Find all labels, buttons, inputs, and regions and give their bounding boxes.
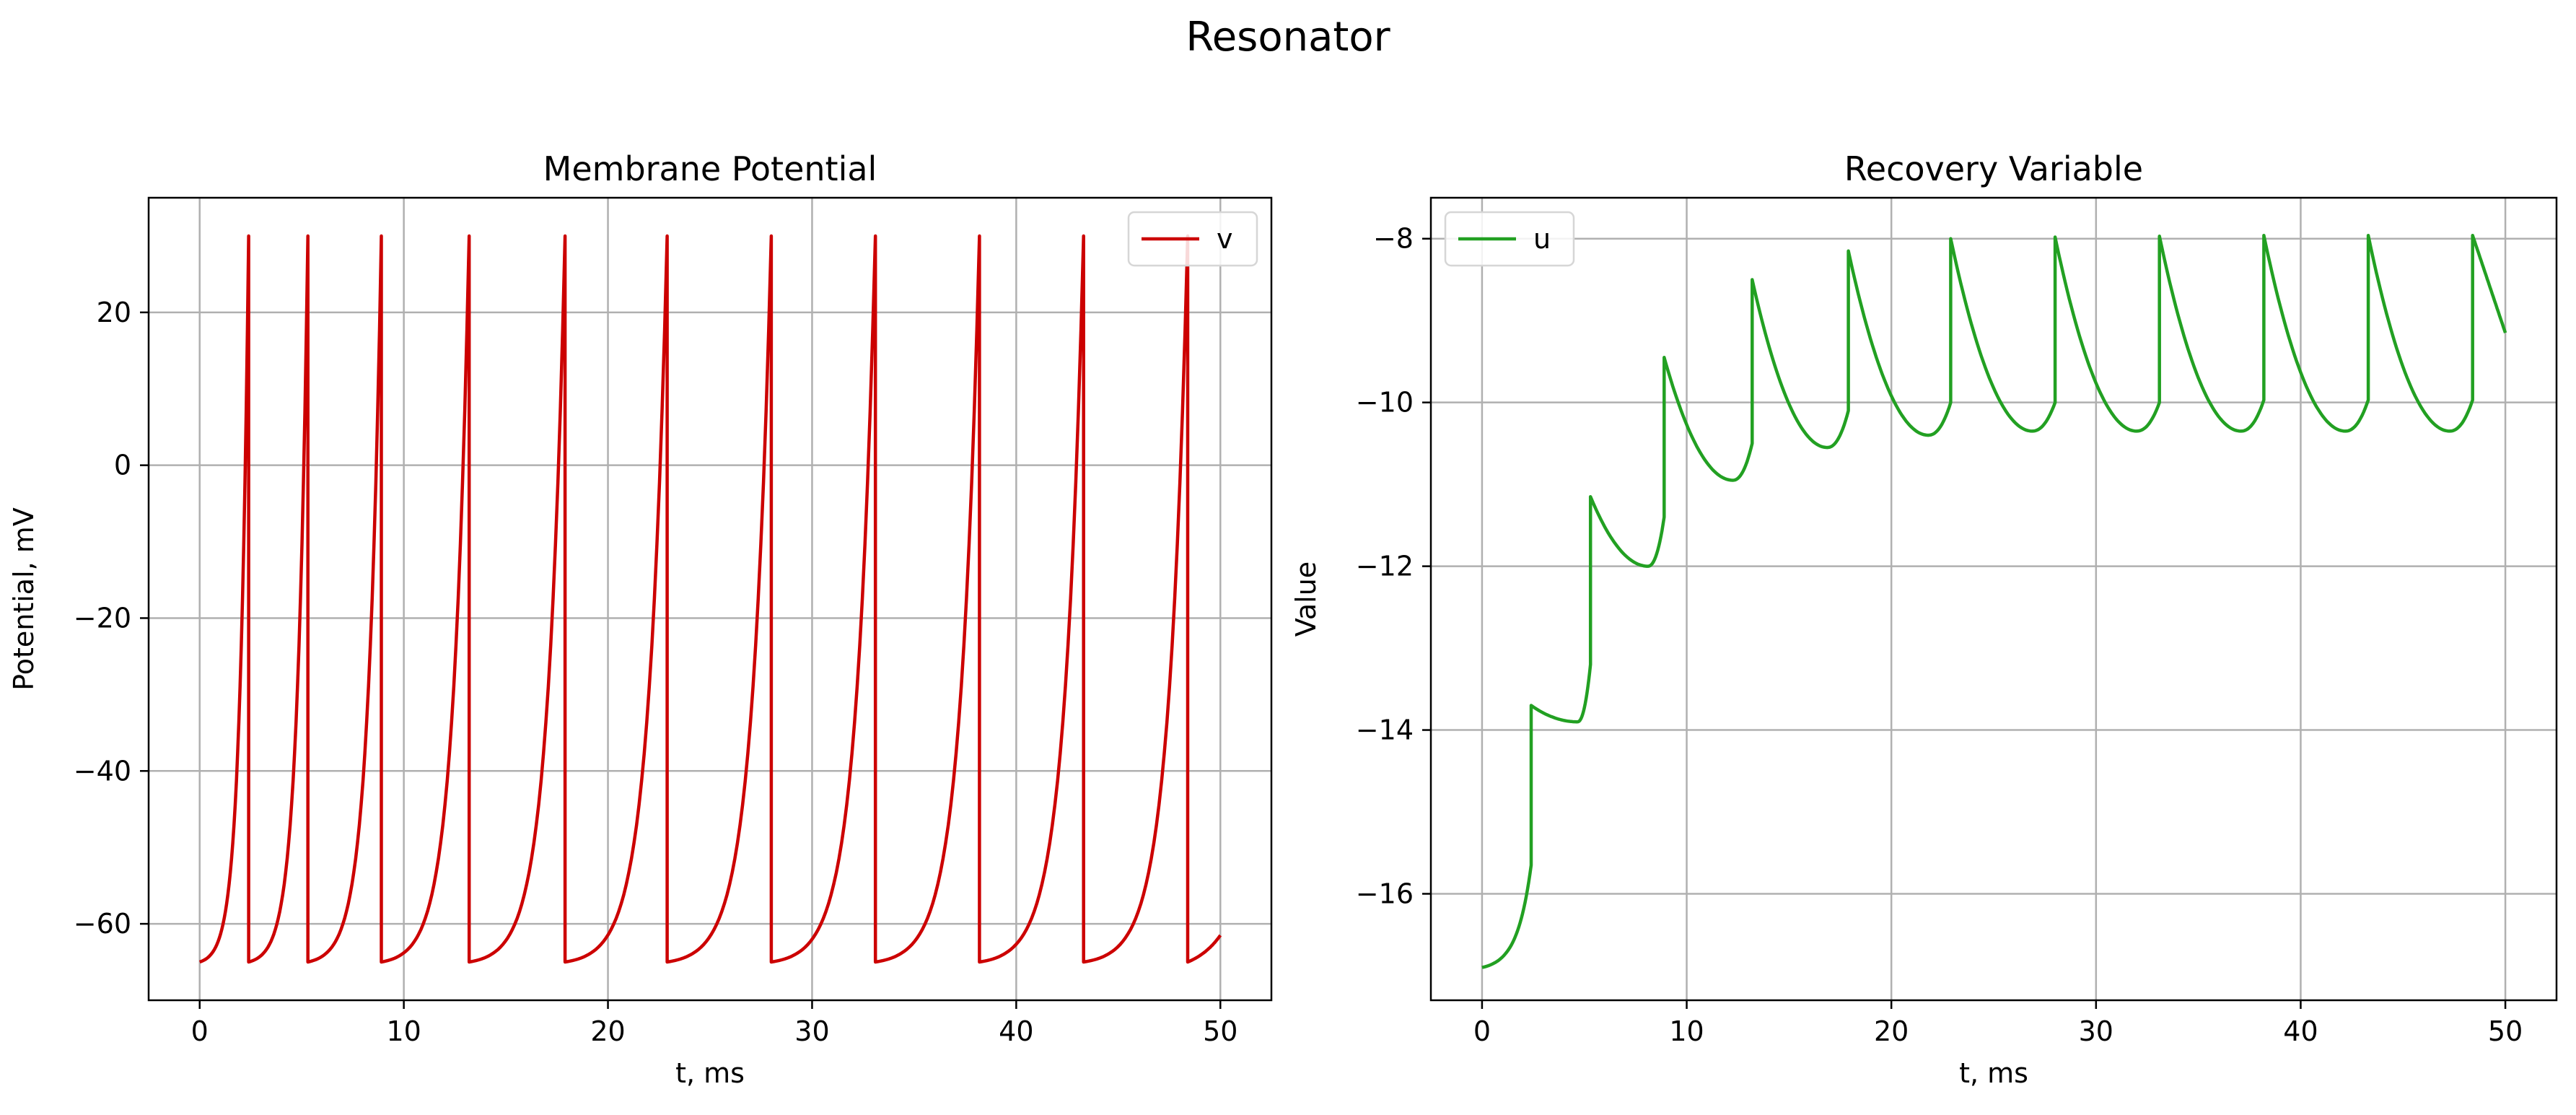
chart-title: Membrane Potential [543, 149, 877, 188]
y-axis-label: Value [1290, 561, 1322, 637]
figure-suptitle: Resonator [1186, 14, 1390, 61]
chart-title: Recovery Variable [1844, 149, 2143, 188]
x-tick-label: 20 [590, 1015, 625, 1047]
legend: v [1127, 211, 1258, 267]
x-tick-label: 30 [2079, 1015, 2113, 1047]
x-tick-label: 50 [2488, 1015, 2523, 1047]
series-line-u [1481, 233, 2507, 969]
x-tick-label: 10 [386, 1015, 421, 1047]
legend-label: u [1533, 223, 1551, 255]
x-tick-label: 30 [794, 1015, 829, 1047]
x-tick-label: 40 [2283, 1015, 2318, 1047]
legend-label: v [1217, 223, 1233, 255]
y-tick-label: −12 [1356, 551, 1414, 582]
y-axis-label: Potential, mV [8, 507, 40, 691]
x-axis-label: t, ms [675, 1057, 745, 1089]
y-tick-label: −60 [74, 908, 131, 940]
legend: u [1444, 211, 1575, 267]
y-tick-label: −16 [1356, 878, 1414, 909]
x-tick-label: 0 [1473, 1015, 1491, 1047]
y-tick-label: −10 [1356, 387, 1414, 419]
y-tick-label: −40 [74, 755, 131, 787]
membrane-potential-panel: 0 10 20 30 40 50 −60 −40 −20 0 20 Membrane Potentia… [8, 149, 1273, 1089]
y-tick-label: −14 [1356, 714, 1414, 746]
x-tick-label: 20 [1874, 1015, 1909, 1047]
y-tick-label: 20 [97, 297, 131, 328]
y-tick-label: 0 [114, 450, 131, 481]
recovery-variable-panel: 0 10 20 30 40 50 −16 −14 −12 −10 −8 Recovery Variab… [1290, 149, 2558, 1089]
x-tick-label: 40 [999, 1015, 1033, 1047]
x-tick-label: 50 [1203, 1015, 1237, 1047]
axes-frame [1429, 196, 2558, 1002]
y-tick-label: −20 [74, 602, 131, 634]
y-tick-label: −8 [1373, 223, 1414, 255]
x-axis-label: t, ms [1959, 1057, 2028, 1089]
x-tick-label: 10 [1669, 1015, 1704, 1047]
series-line-v [198, 234, 1222, 964]
axes-frame [147, 196, 1273, 1002]
x-tick-label: 0 [191, 1015, 209, 1047]
